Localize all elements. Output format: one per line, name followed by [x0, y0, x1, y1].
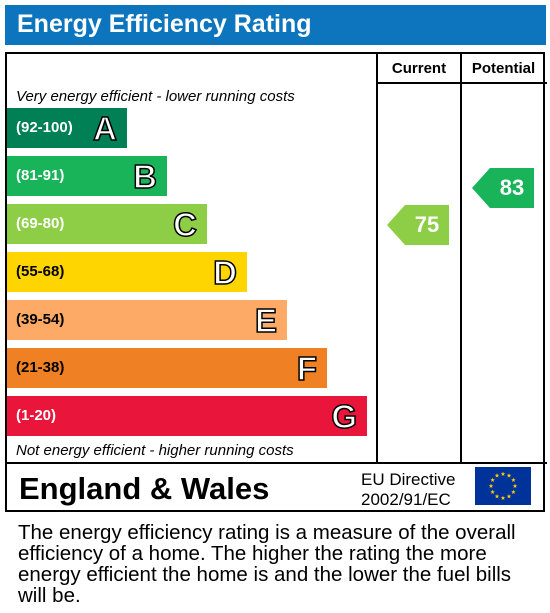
band-letter: C: [172, 205, 197, 244]
band-g: (1-20) G: [7, 396, 367, 436]
current-rating-value: 75: [414, 212, 440, 237]
description-text: The energy efficiency rating is a measur…: [18, 521, 516, 607]
band-range: (81-91): [16, 167, 65, 184]
band-letter: B: [132, 157, 157, 196]
header-divider: [376, 82, 547, 84]
flag-star: [506, 493, 512, 499]
band-a: (92-100) A: [7, 108, 127, 148]
current-rating-arrow: 75: [387, 205, 449, 245]
footer-divider: [7, 462, 547, 464]
flag-star: [500, 471, 506, 476]
flag-star: [511, 489, 516, 494]
top-note: Very energy efficient - lower running co…: [16, 88, 295, 105]
band-letter: D: [212, 253, 237, 292]
flag-star: [488, 483, 494, 488]
current-column-header: Current: [391, 60, 447, 77]
flag-star: [506, 473, 512, 478]
potential-arrow-shape: [472, 168, 534, 208]
band-e: (39-54) E: [7, 300, 287, 340]
band-range: (39-54): [16, 311, 65, 328]
current-column-divider: [376, 54, 378, 464]
eu-directive: EU Directive 2002/91/EC: [361, 470, 455, 510]
eu-flag-icon: [475, 467, 531, 505]
band-letter: A: [92, 109, 117, 148]
potential-rating-arrow: 83: [472, 168, 534, 208]
band-b: (81-91) B: [7, 156, 167, 196]
region-label: England & Wales: [19, 471, 270, 506]
potential-column-divider: [460, 54, 462, 464]
flag-star: [494, 473, 500, 478]
flag-star: [512, 483, 518, 488]
band-range: (69-80): [16, 215, 65, 232]
directive-line-2: 2002/91/EC: [361, 490, 451, 509]
flag-star: [494, 493, 500, 499]
rating-chart: Current Potential Very energy efficient …: [5, 52, 547, 512]
title-bar: Energy Efficiency Rating: [5, 5, 546, 45]
potential-column-header: Potential: [471, 60, 536, 77]
directive-line-1: EU Directive: [361, 470, 456, 489]
band-range: (55-68): [16, 263, 65, 280]
band-c: (69-80) C: [7, 204, 207, 244]
band-letter: G: [331, 397, 358, 436]
band-range: (92-100): [16, 119, 73, 136]
band-range: (21-38): [16, 359, 65, 376]
band-range: (1-20): [16, 407, 57, 424]
band-d: (55-68) D: [7, 252, 247, 292]
flag-star: [490, 489, 495, 494]
band-letter: E: [254, 301, 278, 340]
bottom-note: Not energy efficient - higher running co…: [16, 442, 294, 459]
potential-rating-value: 83: [499, 175, 525, 200]
current-arrow-shape: [387, 205, 449, 245]
band-letter: F: [296, 349, 318, 388]
flag-star: [490, 477, 495, 482]
flag-star: [511, 477, 516, 482]
flag-star: [500, 495, 506, 500]
band-f: (21-38) F: [7, 348, 327, 388]
page-title: Energy Efficiency Rating: [17, 10, 312, 38]
